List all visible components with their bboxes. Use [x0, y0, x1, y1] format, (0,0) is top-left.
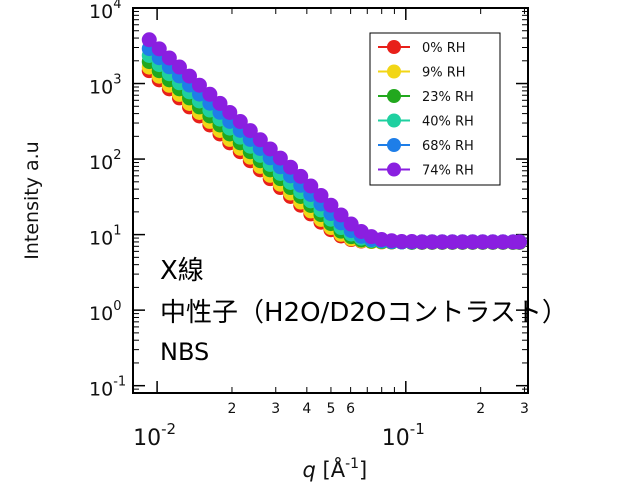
legend-marker [387, 64, 401, 79]
annotation-xray: X線 [160, 256, 204, 286]
legend-label: 68% RH [422, 139, 474, 154]
series-5 [141, 32, 527, 250]
legend-label: 40% RH [422, 115, 474, 130]
data-point [151, 41, 167, 57]
data-point [202, 86, 218, 102]
data-point [212, 95, 228, 111]
legend-label: 23% RH [422, 90, 474, 105]
data-point [222, 104, 238, 120]
y-tick-label: 103 [89, 73, 121, 99]
data-layer [141, 32, 527, 250]
legend-marker [387, 113, 401, 128]
x-axis-label: q [Å-1] [303, 456, 368, 482]
y-tick-label: 100 [89, 299, 121, 325]
data-point [161, 50, 177, 66]
data-point [323, 197, 339, 213]
x-minor-tick-label: 3 [520, 401, 529, 417]
data-point [511, 234, 527, 250]
legend-label: 74% RH [422, 164, 474, 179]
data-point [333, 207, 349, 223]
y-tick-label: 10-1 [89, 375, 126, 401]
x-minor-tick-label: 2 [228, 401, 237, 417]
annotation-nbs: NBS [160, 338, 210, 366]
axis-labels: Intensity a.u q [Å-1] [21, 141, 367, 482]
data-point [171, 59, 187, 75]
x-tick-label: 10-1 [382, 420, 425, 451]
legend-marker [387, 162, 401, 177]
data-point [252, 132, 268, 148]
data-point [141, 32, 157, 48]
y-tick-label: 101 [89, 224, 121, 250]
x-minor-tick-label: 6 [346, 401, 355, 417]
axes-layer: 10-1 100 101 102 103 104 10-2 10-1 2 3 4 5 6 2 3 [89, 0, 529, 451]
x-tick-label: 10-2 [133, 420, 176, 451]
legend-marker [387, 40, 401, 54]
annotation-neutron: 中性子（H2O/D2Oコントラスト） [160, 298, 568, 328]
y-tick-label: 104 [89, 0, 121, 23]
y-tick-label: 102 [89, 148, 121, 174]
x-minor-tick-label: 3 [271, 401, 280, 417]
x-minor-tick-label: 4 [302, 401, 311, 417]
y-axis-label: Intensity a.u [21, 141, 43, 259]
data-point [283, 159, 299, 175]
data-point [293, 168, 309, 184]
legend-label: 9% RH [422, 66, 466, 81]
data-point [262, 141, 278, 157]
x-minor-tick-label: 5 [326, 401, 335, 417]
data-point [303, 178, 319, 194]
legend-marker [387, 89, 401, 103]
x-minor-tick-label: 2 [476, 401, 485, 417]
data-point [232, 114, 248, 130]
data-point [313, 187, 329, 203]
data-point [242, 123, 258, 139]
legend: 0% RH 9% RH 23% RH 40% RH 68% RH 74% RH [369, 32, 501, 186]
data-point [191, 77, 207, 93]
data-point [272, 150, 288, 166]
legend-box [369, 32, 501, 186]
data-point [182, 68, 198, 84]
legend-marker [387, 138, 401, 152]
legend-label: 0% RH [422, 41, 466, 56]
